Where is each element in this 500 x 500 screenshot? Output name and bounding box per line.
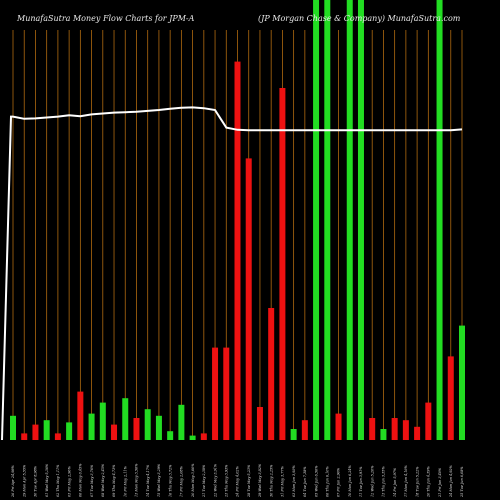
bar-2024-05-01	[43, 420, 50, 440]
x-tick-label: 29 Wed May 3,82%	[258, 464, 262, 498]
bar-2024-04-29	[21, 433, 28, 440]
chart-subtitle: (JP Morgan Chase & Company) MunafaSutra.…	[258, 14, 461, 23]
bar-2024-05-07	[88, 413, 95, 440]
chart-title: MunafaSutra Money Flow Charts for JPM-A	[16, 14, 195, 23]
x-tick-label: 16 Thu May 3,72%	[168, 465, 172, 497]
x-tick-label: 20 Mon May 3,60%	[191, 464, 195, 498]
x-tick-label: 06 Thu Jun 6,10%	[326, 466, 330, 497]
bar-2024-05-22	[212, 347, 219, 440]
x-tick-label: 13 Thu Jun 3,35%	[382, 466, 386, 497]
bar-2024-06-07	[335, 413, 342, 440]
x-tick-label: 03 Mon Jun 3,93%	[292, 465, 296, 497]
bar-2024-05-31	[279, 88, 286, 440]
bar-2024-06-18	[414, 426, 421, 440]
bar-2024-05-24	[234, 61, 241, 440]
bar-2024-06-14	[391, 418, 398, 440]
x-tick-label: 08 Wed May 2,45%	[101, 464, 105, 497]
bar-2024-05-20	[189, 435, 196, 440]
x-tick-label: 23 Thu May 3,93%	[224, 465, 228, 498]
x-tick-label: 03 Fri May 2,96%	[67, 466, 71, 497]
x-tick-labels: 26 Fri Apr 24,98% 29 Mon Apr 5,55% 30 Tue …	[11, 464, 464, 498]
bar-2024-06-10	[346, 0, 353, 440]
bar-2024-06-06	[324, 0, 331, 440]
x-tick-label: 04 Tue Jun 7,38%	[303, 467, 307, 498]
x-tick-label: 24 Mon Jun 4,92%	[449, 465, 453, 498]
bar-2024-05-15	[155, 415, 162, 440]
x-tick-label: 07 Tue May 3,76%	[90, 465, 94, 497]
bar-2024-06-24	[447, 356, 454, 440]
bar-2024-05-02	[54, 433, 61, 440]
bar-2024-05-09	[111, 424, 118, 440]
x-tick-label: 21 Tue May 2,38%	[202, 465, 206, 498]
bar-2024-05-10	[122, 398, 129, 440]
money-flow-line	[1, 106, 463, 441]
x-tick-label: 31 Fri May 3,77%	[281, 466, 285, 497]
x-tick-label: 20 Thu Jun 4,39%	[427, 466, 431, 498]
bar-2024-06-12	[369, 418, 376, 440]
x-tick-label: 25 Tue Jun 6,08%	[460, 467, 464, 499]
bar-2024-05-28	[245, 158, 252, 440]
x-tick-label: 21 Fri Jun 3,40%	[438, 468, 442, 498]
bar-2024-06-04	[301, 420, 308, 440]
bar-2024-05-08	[99, 402, 106, 440]
bar-2024-05-29	[256, 407, 263, 440]
x-tick-label: 30 Tue Apr 8,98%	[34, 466, 38, 497]
x-tick-label: 26 Fri Apr 24,98%	[11, 465, 15, 498]
bar-2024-06-21	[436, 0, 443, 440]
bar-2024-06-25	[459, 325, 465, 440]
x-tick-label: 17 Mon Jun 4,16%	[404, 465, 408, 497]
x-tick-label: 11 Tue Jun 3,91%	[359, 467, 363, 498]
x-tick-label: 01 Wed May 5,36%	[45, 464, 49, 497]
bar-2024-04-26	[10, 415, 16, 440]
x-tick-label: 30 Thu May 2,25%	[269, 465, 273, 497]
bar-2024-06-03	[290, 429, 297, 440]
bar-2024-05-17	[178, 404, 185, 440]
bar-2024-05-23	[223, 347, 230, 440]
x-tick-label: 24 Fri May 4,02%	[236, 466, 240, 498]
bar-2024-06-17	[402, 420, 409, 440]
x-tick-label: 17 Fri May 2,08%	[180, 466, 184, 497]
x-tick-label: 28 Tue May 5,23%	[247, 465, 251, 498]
x-tick-label: 09 Thu May 4,73%	[112, 465, 116, 497]
x-tick-label: 06 Mon May 0,45%	[79, 464, 83, 497]
x-tick-label: 15 Wed May 3,29%	[157, 464, 161, 497]
x-tick-label: 18 Tue Jun 5,22%	[415, 467, 419, 498]
bar-2024-05-21	[200, 433, 207, 440]
bar-2024-05-16	[167, 431, 174, 440]
x-tick-label: 13 Mon May 3,56%	[135, 464, 139, 497]
x-tick-label: 29 Mon Apr 5,55%	[22, 465, 26, 498]
bar-2024-05-14	[144, 409, 151, 440]
bar-2024-06-20	[425, 402, 432, 440]
x-tick-label: 05 Wed Jun 6,56%	[314, 466, 318, 497]
bar-2024-06-11	[357, 0, 364, 440]
bar-2024-05-13	[133, 418, 140, 440]
bar-2024-06-05	[313, 0, 320, 440]
x-tick-label: 12 Wed Jun 5,20%	[370, 466, 374, 497]
x-tick-label: 14 Fri Jun 5,97%	[393, 468, 397, 497]
x-tick-label: 07 Fri Jun 2,90%	[337, 468, 341, 497]
bar-series	[10, 0, 465, 440]
bar-2024-06-13	[380, 429, 387, 440]
bar-2024-05-30	[268, 308, 275, 440]
bar-2024-05-03	[66, 422, 73, 440]
x-tick-label: 22 Wed May 3,91%	[213, 464, 217, 498]
x-tick-label: 14 Tue May 4,17%	[146, 465, 150, 497]
bar-2024-04-30	[32, 424, 39, 440]
x-tick-label: 02 Thu May 1,11%	[56, 465, 60, 497]
x-tick-label: 10 Mon Jun 6,24%	[348, 465, 352, 497]
bar-2024-05-06	[77, 391, 84, 440]
x-tick-label: 10 Fri May 2,11%	[123, 466, 127, 497]
